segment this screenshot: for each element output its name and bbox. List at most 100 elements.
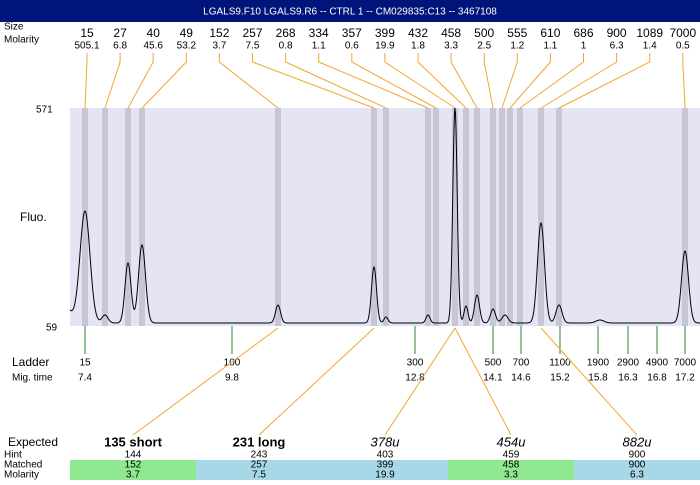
leader-line [218,53,279,109]
matched-value: 257 [251,460,268,471]
ladder-size: 2900 [617,358,640,369]
leader-line [417,53,467,109]
ladder-mig-time: 16.8 [647,373,667,384]
peak-molarity: 0.5 [676,41,690,52]
match-cell [196,460,322,480]
mig-time-label: Mig. time [12,373,53,384]
peak-molarity: 7.5 [246,41,260,52]
ladder-mig-time: 14.6 [511,373,531,384]
row-label: Hint [4,450,22,461]
expected-label: 135 short [104,434,162,449]
peak-molarity: 2.5 [477,41,491,52]
peak-molarity: 3.7 [212,41,226,52]
peak-band [139,108,145,326]
molarity-value: 3.7 [126,470,140,480]
peak-size: 257 [242,26,262,40]
leader-line [318,53,429,109]
leader-line [104,53,121,109]
leader-line [127,53,154,109]
leader-line [141,53,187,109]
peak-band [682,108,688,326]
leader-line [519,53,584,109]
peak-molarity: 0.6 [345,41,359,52]
header-bar [0,0,700,22]
ladder-mig-time: 14.1 [483,373,503,384]
peak-size: 900 [607,26,627,40]
expected-label: 378u [371,434,400,449]
peak-size: 555 [507,26,527,40]
peak-size: 152 [209,26,229,40]
ladder-size: 1900 [587,358,610,369]
ladder-mig-time: 15.8 [588,373,608,384]
hint-value: 459 [503,450,520,461]
y-top-label: 571 [36,105,53,116]
peak-size: 357 [342,26,362,40]
peak-band [474,108,480,326]
peak-size: 1089 [636,26,663,40]
molarity-value: 6.3 [630,470,644,480]
peak-molarity: 45.6 [143,41,163,52]
match-line [258,327,375,436]
row-label: Molarity [4,470,39,480]
peak-band [507,108,513,326]
size-label: Size [4,22,24,33]
peak-size: 268 [276,26,296,40]
matched-value: 399 [377,460,394,471]
leader-line [450,53,478,109]
peak-size: 610 [540,26,560,40]
matched-value: 900 [629,460,646,471]
leader-line [501,53,518,109]
molarity-value: 7.5 [252,470,266,480]
expected-label: 231 long [233,434,286,449]
ladder-size: 100 [224,358,241,369]
molarity-label: Molarity [4,35,39,46]
peak-molarity: 1.4 [643,41,657,52]
ladder-mig-time: 12.8 [405,373,425,384]
hint-value: 900 [629,450,646,461]
peak-size: 15 [80,26,94,40]
peak-molarity: 19.9 [375,41,395,52]
match-cell [70,460,196,480]
leader-line [682,53,686,109]
peak-size: 7000 [669,26,696,40]
matched-value: 458 [503,460,520,471]
leader-line [252,53,375,109]
peak-band [452,108,458,326]
leader-line [483,53,494,109]
peak-size: 334 [309,26,329,40]
leader-line [384,53,456,109]
peak-molarity: 3.3 [444,41,458,52]
peak-size: 686 [573,26,593,40]
peak-molarity: 1.8 [411,41,425,52]
ladder-size: 300 [407,358,424,369]
ladder-mig-time: 9.8 [225,373,239,384]
leader-line [351,53,437,109]
leader-line [285,53,387,109]
ladder-size: 15 [79,358,91,369]
peak-size: 49 [180,26,194,40]
ladder-size: 500 [485,358,502,369]
peak-band [275,108,281,326]
molarity-value: 19.9 [375,470,395,480]
matched-value: 152 [125,460,142,471]
expected-label: 882u [623,434,652,449]
peak-band [125,108,131,326]
ladder-size: 1100 [549,358,571,369]
peak-band [490,108,496,326]
peak-molarity: 1 [581,41,587,52]
hint-value: 243 [251,450,268,461]
peak-molarity: 505.1 [74,41,99,52]
row-label: Matched [4,460,42,471]
peak-band [383,108,389,326]
ladder-mig-time: 17.2 [675,373,695,384]
expected-label: 454u [497,434,526,449]
molarity-value: 3.3 [504,470,518,480]
peak-band [371,108,377,326]
match-line [132,327,279,436]
peak-molarity: 1.1 [543,41,557,52]
peak-molarity: 6.8 [113,41,127,52]
ladder-size: 700 [513,358,530,369]
ladder-mig-time: 16.3 [618,373,638,384]
match-cell [574,460,700,480]
leader-line [558,53,651,109]
